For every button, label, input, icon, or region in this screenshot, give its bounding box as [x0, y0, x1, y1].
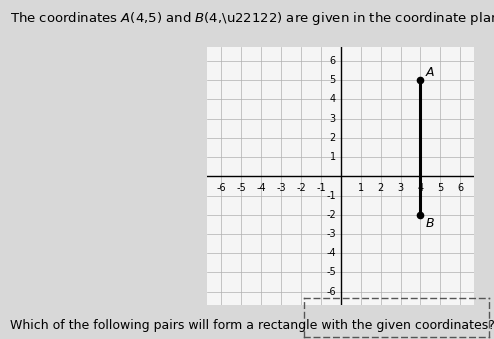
Text: 3: 3: [398, 183, 404, 193]
Text: 2: 2: [377, 183, 384, 193]
Text: -6: -6: [216, 183, 226, 193]
Text: -4: -4: [326, 248, 336, 258]
Text: The coordinates $\mathit{A}$(4,5) and $\mathit{B}$(4,\u22122) are given in the c: The coordinates $\mathit{A}$(4,5) and $\…: [10, 10, 494, 27]
Text: 4: 4: [417, 183, 423, 193]
Text: -5: -5: [326, 267, 336, 277]
Text: 2: 2: [329, 133, 336, 143]
Text: B: B: [425, 217, 434, 230]
Text: -1: -1: [316, 183, 326, 193]
Text: -2: -2: [296, 183, 306, 193]
Text: 3: 3: [330, 114, 336, 124]
Text: 6: 6: [457, 183, 463, 193]
Text: -4: -4: [256, 183, 266, 193]
Text: 1: 1: [358, 183, 364, 193]
Text: -6: -6: [326, 287, 336, 297]
Text: 6: 6: [330, 56, 336, 66]
Text: -2: -2: [326, 210, 336, 220]
Text: -1: -1: [326, 191, 336, 200]
Text: -3: -3: [276, 183, 286, 193]
Text: 1: 1: [330, 152, 336, 162]
Text: A: A: [425, 66, 434, 79]
Text: -3: -3: [326, 229, 336, 239]
Text: 4: 4: [330, 94, 336, 104]
Text: -5: -5: [237, 183, 246, 193]
Text: 5: 5: [329, 75, 336, 85]
Text: 5: 5: [437, 183, 444, 193]
Text: Which of the following pairs will form a rectangle with the given coordinates?: Which of the following pairs will form a…: [10, 319, 494, 332]
